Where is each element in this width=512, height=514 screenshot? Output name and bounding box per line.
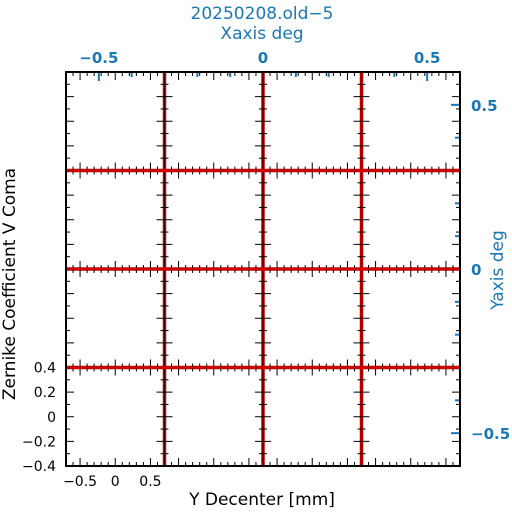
cell-grid [66, 71, 460, 466]
cell-y-tick-label: −0.4 [22, 459, 56, 475]
plot-frame [65, 71, 461, 467]
cell-x-tick-label: 0.5 [139, 474, 161, 490]
cell-y-tick-label: 0 [47, 410, 56, 426]
top-axis-tick-label: −0.5 [79, 49, 118, 67]
cell-y-tick-label: 0.4 [34, 361, 56, 377]
right-axis-label: Yaxis deg [488, 230, 508, 311]
top-axis-label: Xaxis deg [220, 24, 303, 44]
tick-label-layer: −0.5 0 0.5 0.5 0 −0.5 −0.5 0 0.5 0.4 0.2 0 −0.2 −0.4 [22, 49, 510, 490]
cell-y-tick-label: 0.2 [34, 385, 56, 401]
cell-x-tick-label: 0 [111, 474, 120, 490]
chart-title: 20250208.old−5 [191, 4, 334, 24]
cell-y-tick-label: −0.2 [22, 434, 56, 450]
cell-x-tick-label: −0.5 [63, 474, 97, 490]
x-axis-label: Y Decenter [mm] [188, 490, 335, 510]
right-axis-tick-label: 0.5 [471, 97, 498, 115]
right-axis-tick-label: −0.5 [471, 425, 510, 443]
y-axis-label: Zernike Coefficient V Coma [0, 168, 20, 400]
top-axis-tick-label: 0 [258, 49, 268, 67]
top-axis-tick-label: 0.5 [414, 49, 441, 67]
right-axis-tick-label: 0 [471, 261, 481, 279]
